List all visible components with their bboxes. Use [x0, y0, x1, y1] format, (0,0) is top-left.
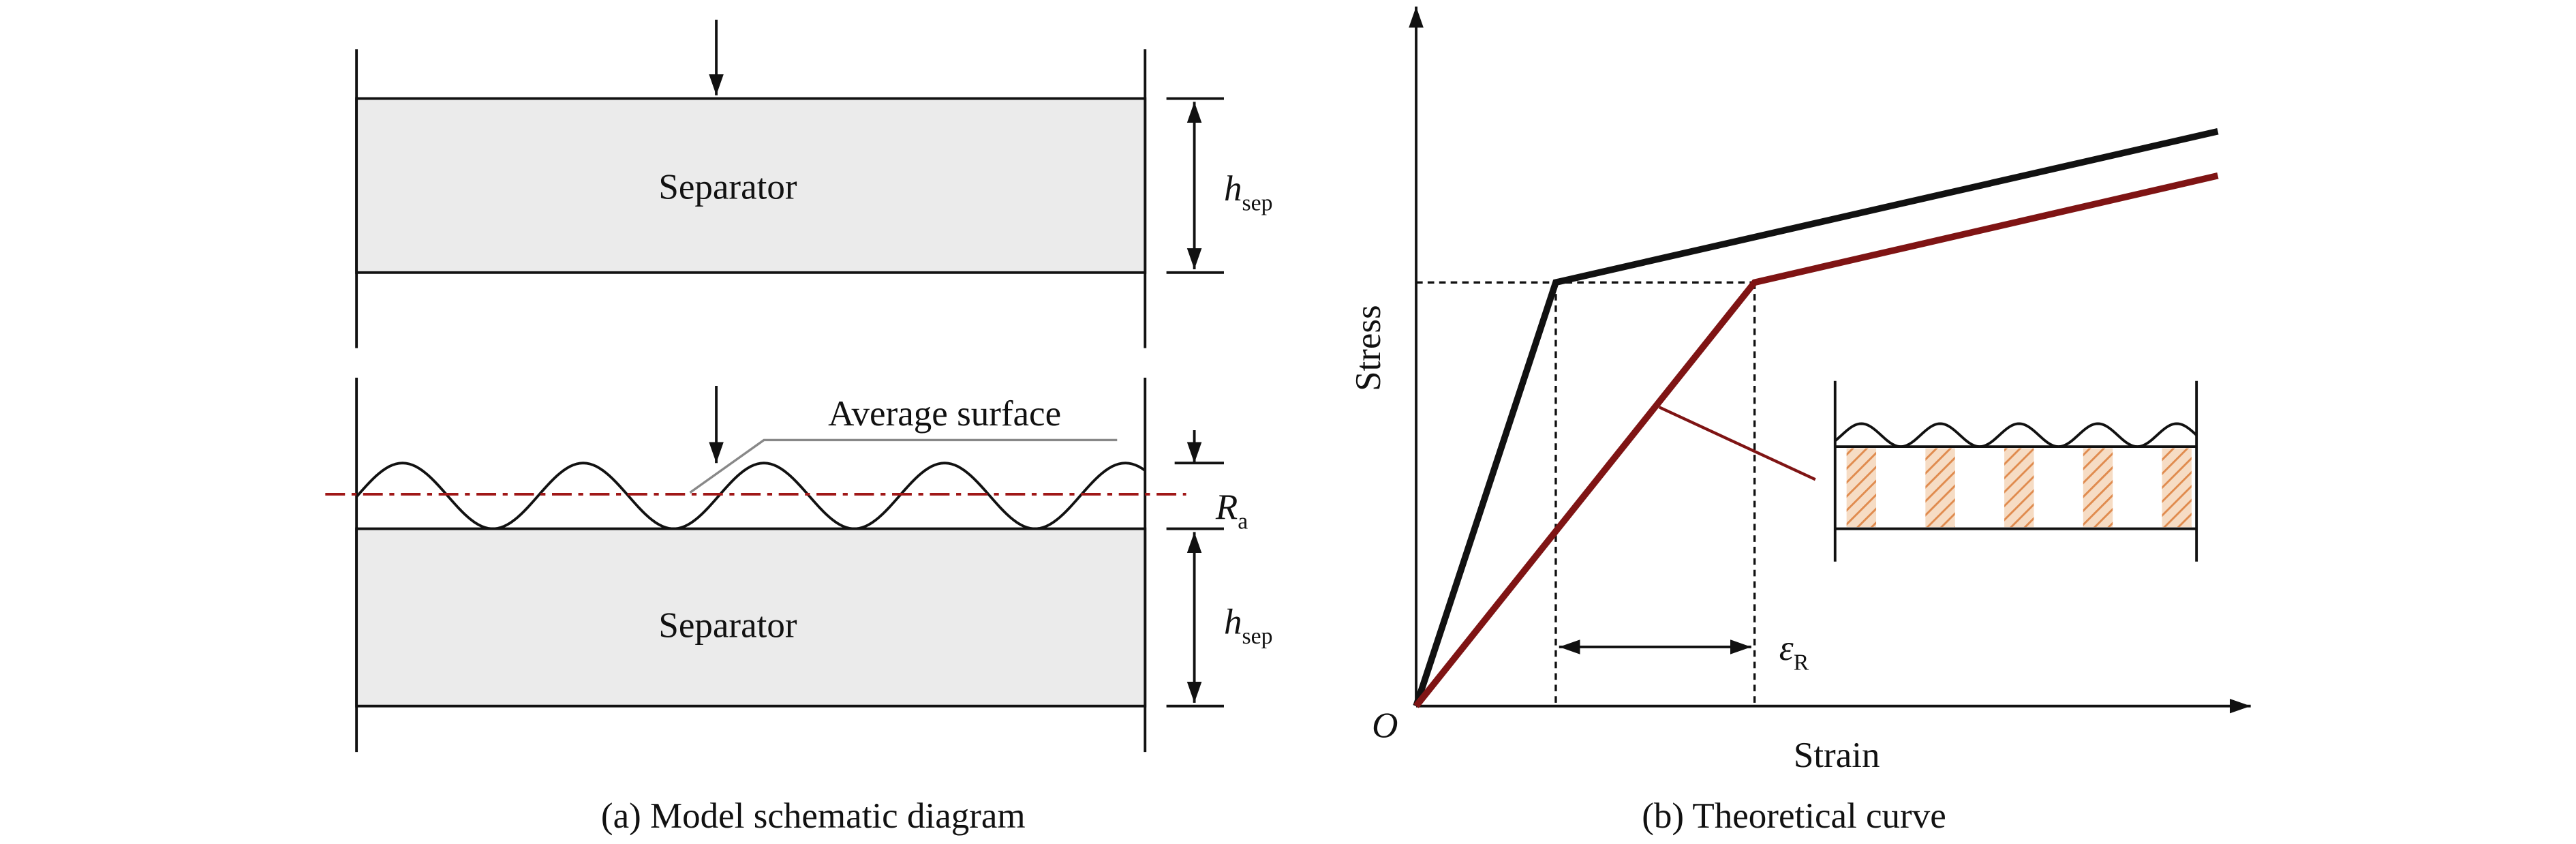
symbol: ε — [1779, 629, 1794, 668]
panel-b: O Stress Strain εR (b) Theoretical curve — [1349, 6, 2251, 836]
symbol: h — [1224, 603, 1242, 642]
curve-rough — [1413, 172, 2219, 708]
subscript: sep — [1242, 190, 1272, 215]
average-surface-label: Average surface — [828, 394, 1061, 434]
separator-block — [355, 97, 1147, 274]
symbol: h — [1224, 169, 1242, 209]
pillar — [2162, 448, 2192, 528]
caption: (b) Theoretical curve — [1642, 796, 1946, 836]
subscript: R — [1794, 650, 1809, 676]
pillar — [1925, 448, 1955, 528]
pillar — [2083, 448, 2113, 528]
inset — [1833, 380, 2198, 562]
leader-line — [689, 438, 1118, 494]
leader-line — [1658, 406, 1816, 481]
panel-a: Separator hsep Separator Average surface… — [325, 19, 1272, 836]
curve-smooth — [1413, 127, 2219, 708]
thickness-label: hsep — [1224, 169, 1272, 215]
y-axis-label: Stress — [1349, 305, 1388, 391]
separator-label: Separator — [658, 606, 797, 646]
x-axis-label: Strain — [1794, 736, 1880, 775]
thickness-label: hsep — [1224, 603, 1272, 649]
origin-label: O — [1372, 706, 1398, 745]
caption: (a) Model schematic diagram — [601, 796, 1026, 836]
rough-surface — [355, 462, 1146, 530]
symbol: R — [1215, 487, 1238, 527]
roughness-label: Ra — [1215, 487, 1248, 534]
offset-label: εR — [1779, 629, 1809, 675]
separator-label: Separator — [658, 167, 797, 207]
subscript: sep — [1242, 624, 1272, 649]
pillar — [1846, 448, 1877, 528]
subscript: a — [1238, 509, 1248, 534]
pillar — [2004, 448, 2034, 528]
guide-lines — [1416, 281, 1756, 706]
separator-block — [355, 527, 1147, 708]
